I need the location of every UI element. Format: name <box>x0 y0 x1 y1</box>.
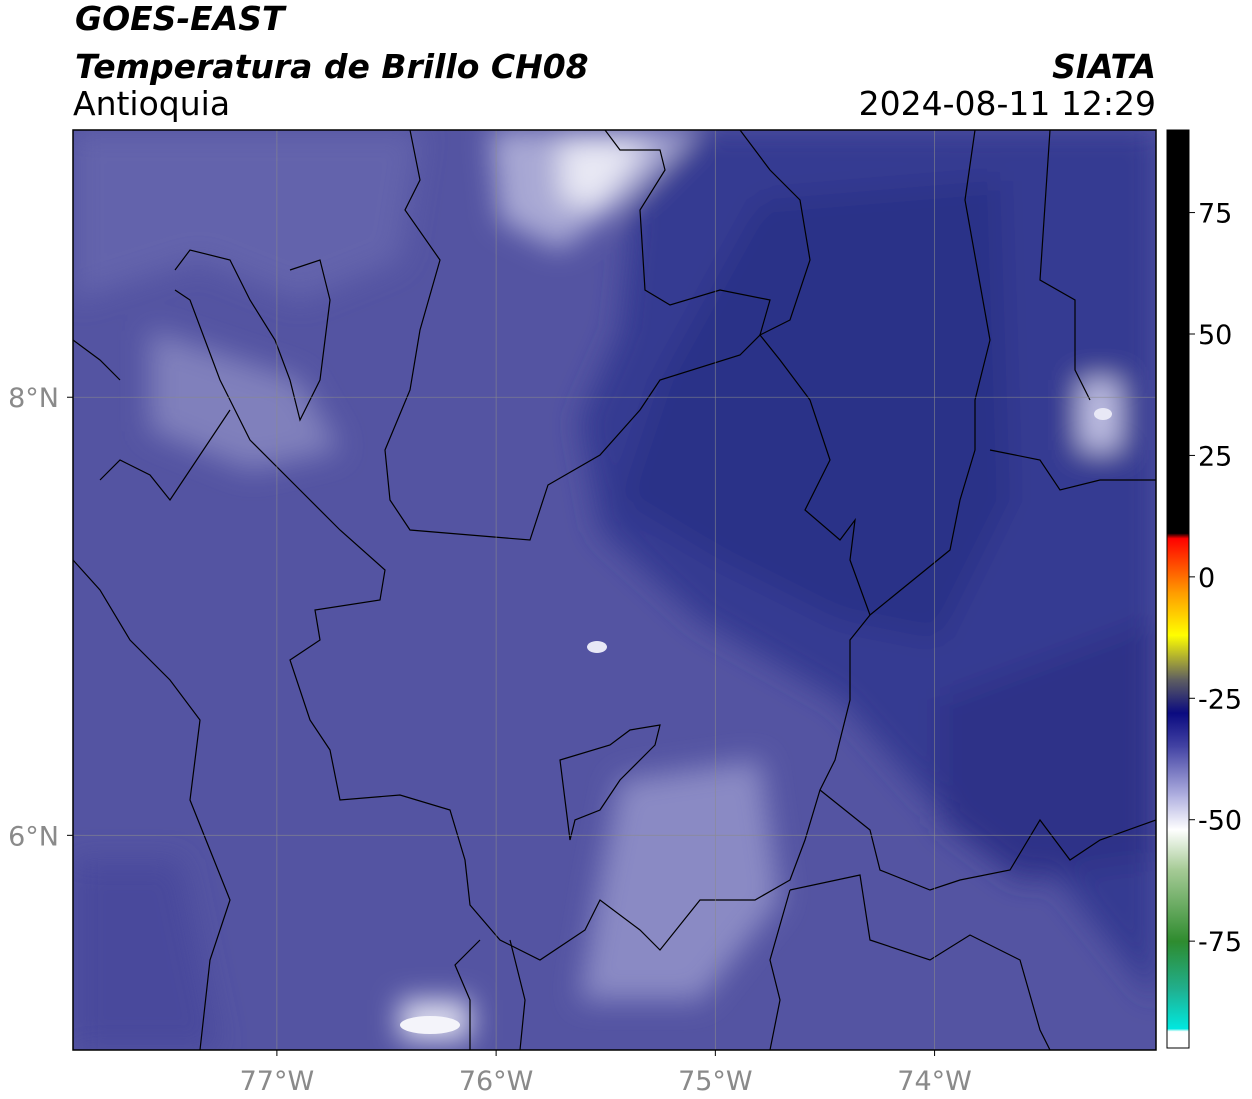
timestamp: 2024-08-11 12:29 <box>859 84 1156 123</box>
colorbar-segment <box>1167 538 1189 592</box>
title: GOES-EAST <box>75 0 287 38</box>
colorbar-tick-label: 25 <box>1198 441 1232 472</box>
colorbar-tick-label: -75 <box>1198 927 1242 958</box>
region: Antioquia <box>73 84 230 123</box>
x-tick-label: 75°W <box>678 1066 753 1097</box>
colorbar-segment <box>1167 868 1189 942</box>
colorbar-segment <box>1167 941 1189 991</box>
colorbar-segment <box>1167 635 1189 680</box>
cold-cloud <box>1094 408 1112 420</box>
colorbar-segment <box>1167 795 1189 830</box>
field-shading <box>73 130 1156 1050</box>
colorbar-frame <box>1166 129 1190 1049</box>
colorbar-tick-label: 50 <box>1198 320 1232 351</box>
colorbar-segment <box>1167 712 1189 748</box>
colorbar-segment <box>1167 1028 1189 1032</box>
colorbar-segment <box>1167 829 1189 869</box>
colorbar-tick-label: -50 <box>1198 806 1242 837</box>
colorbar-tick-label: -25 <box>1198 684 1242 715</box>
x-tick-label: 74°W <box>897 1066 972 1097</box>
y-tick-label: 6°N <box>8 821 59 852</box>
subtitle: Temperatura de Brillo CH08 <box>75 47 589 86</box>
x-tick-label: 77°W <box>240 1066 315 1097</box>
colorbar-segment <box>1167 746 1189 796</box>
colorbar-segment <box>1167 989 1189 1030</box>
source: SIATA <box>1052 47 1156 86</box>
cold-cloud <box>400 1016 460 1034</box>
grid <box>73 130 1156 1050</box>
colorbar-segment <box>1167 678 1189 714</box>
colorbar-segment <box>1167 1031 1189 1049</box>
colorbar-segment <box>1167 130 1189 534</box>
colorbar-tick-label: 75 <box>1198 199 1232 230</box>
map-frame <box>72 129 1157 1051</box>
colorbar-segment <box>1167 533 1189 539</box>
map-field <box>73 130 1156 1050</box>
colorbar-tick-label: 0 <box>1198 563 1215 594</box>
colorbar-segment <box>1167 591 1189 636</box>
y-tick-label: 8°N <box>8 383 59 414</box>
x-tick-label: 76°W <box>459 1066 534 1097</box>
cold-cloud <box>587 641 607 653</box>
